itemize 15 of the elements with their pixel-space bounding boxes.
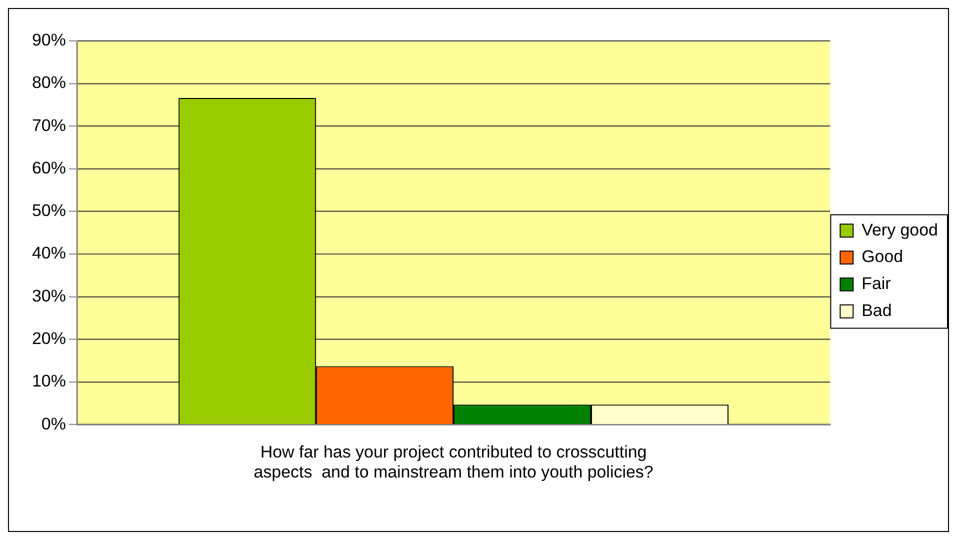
- legend-label: Fair: [862, 274, 892, 294]
- y-tick-label: 70%: [32, 116, 66, 135]
- legend-label: Bad: [862, 301, 892, 320]
- y-tick-label: 30%: [32, 286, 66, 306]
- y-tick-label: 80%: [32, 73, 66, 92]
- legend-label: Good: [862, 247, 904, 266]
- y-tick-label: 60%: [32, 158, 66, 178]
- y-tick-label: 50%: [32, 201, 66, 220]
- y-tick-label: 90%: [32, 30, 66, 50]
- x-tick-label: How far has your project contributed to crosscutting aspects and to mainstream them into youth policies?: [254, 442, 654, 482]
- y-tick-label: 0%: [41, 414, 66, 434]
- y-tick-label: 10%: [32, 372, 66, 391]
- legend-label: Very good: [862, 220, 938, 240]
- y-tick-label: 20%: [32, 329, 66, 348]
- y-tick-label: 40%: [32, 244, 66, 263]
